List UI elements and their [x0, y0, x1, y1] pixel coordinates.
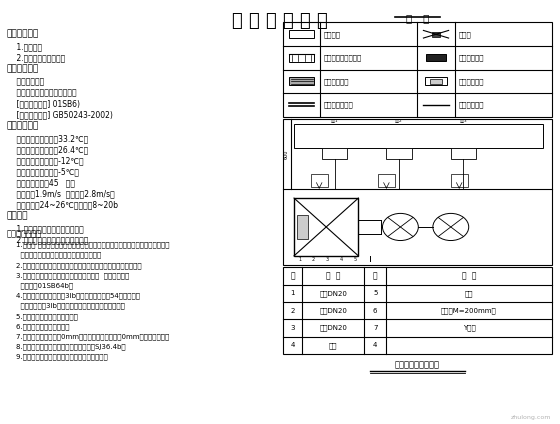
Text: 5: 5 [354, 257, 357, 262]
Text: 空调液总液管: 空调液总液管 [458, 101, 484, 108]
Bar [297, 215, 308, 239]
Text: 5: 5 [373, 290, 377, 296]
Text: 单层百叶风口: 单层百叶风口 [458, 78, 484, 85]
Text: 风口2: 风口2 [395, 118, 403, 122]
Text: 3: 3 [326, 257, 329, 262]
Text: [建筑制图标准] GB50243-2002): [建筑制图标准] GB50243-2002) [7, 110, 113, 119]
Text: [暖通空调图例] 01SB6): [暖通空调图例] 01SB6) [7, 99, 80, 108]
Text: 2: 2 [291, 307, 295, 314]
Bar [283, 119, 552, 265]
Text: 二、设计依据: 二、设计依据 [7, 64, 39, 73]
Text: 2.空调机组所有风管规格，所有支架，水平位移要求，建筑安装。: 2.空调机组所有风管规格，所有支架，水平位移要求，建筑安装。 [7, 262, 141, 269]
Text: 风机盘管安装形式图: 风机盘管安装形式图 [324, 54, 362, 61]
Text: 热管DN20: 热管DN20 [319, 290, 347, 296]
Text: 9.风管道密封处理，建筑安装施工规范，参照。: 9.风管道密封处理，建筑安装施工规范，参照。 [7, 354, 108, 360]
Text: 4: 4 [340, 257, 343, 262]
Text: 热管DN20: 热管DN20 [319, 325, 347, 331]
Text: 1.本工程空调采用节能型空调。: 1.本工程空调采用节能型空调。 [7, 224, 83, 233]
Text: 风口3: 风口3 [460, 118, 467, 122]
Text: 空调供液总体管: 空调供液总体管 [324, 101, 353, 108]
Text: 600: 600 [284, 149, 288, 159]
Text: 3.风管规格，接头，支架安装细部节点做法  参照国标图集: 3.风管规格，接头，支架安装细部节点做法 参照国标图集 [7, 272, 129, 279]
Circle shape [433, 213, 469, 240]
Bar [294, 198, 358, 256]
Text: 2: 2 [312, 257, 315, 262]
Text: 散流器: 散流器 [458, 31, 471, 38]
Bar [386, 148, 412, 159]
Text: 送风速度1.9m/s  回风速度2.8m/s；: 送风速度1.9m/s 回风速度2.8m/s； [7, 189, 114, 198]
Bar [426, 54, 446, 61]
Text: 四、节能: 四、节能 [7, 211, 28, 220]
Text: zhulong.com: zhulong.com [511, 415, 552, 420]
Text: 2.建筑结构形式：框架: 2.建筑结构形式：框架 [7, 53, 65, 62]
Text: 2.本工程所有管道做好隔热保温。: 2.本工程所有管道做好隔热保温。 [7, 235, 88, 244]
Text: 制动: 制动 [329, 342, 338, 349]
Text: 单层百叶风口: 单层百叶风口 [458, 54, 484, 61]
Bar [430, 79, 442, 84]
Text: 设 计 施 工 说 明: 设 计 施 工 说 明 [232, 12, 328, 30]
Text: 4: 4 [291, 342, 295, 349]
Text: 6.风管连接采用法兰连接。: 6.风管连接采用法兰连接。 [7, 323, 69, 330]
Text: 供暖通风与空气调节设计规范: 供暖通风与空气调节设计规范 [7, 88, 76, 97]
Text: 室外计算干球温度：33.2℃；: 室外计算干球温度：33.2℃； [7, 134, 88, 143]
Text: 件: 件 [290, 271, 295, 280]
Text: 空调设计规范: 空调设计规范 [7, 77, 44, 86]
Text: 弯头（M=200mm）: 弯头（M=200mm） [441, 307, 497, 314]
Bar [283, 22, 552, 117]
Text: 弯头: 弯头 [465, 290, 473, 296]
Text: 1: 1 [290, 290, 295, 296]
Text: 5.请建设计师按图纸安装位置。: 5.请建设计师按图纸安装位置。 [7, 313, 78, 320]
Text: 五、施工说明：: 五、施工说明： [7, 229, 41, 238]
Bar [322, 148, 347, 159]
Bar [311, 174, 328, 187]
Text: 4: 4 [373, 342, 377, 349]
Text: 风机盘管: 风机盘管 [324, 31, 341, 38]
Text: 1.本工程 风管规格按施工图，与管道连接处需设软接头，保温材料接触性防火，: 1.本工程 风管规格按施工图，与管道连接处需设软接头，保温材料接触性防火， [7, 242, 169, 248]
Text: Y形端: Y形端 [463, 325, 475, 331]
Bar [289, 78, 314, 85]
Text: 室温控制在24~26℃，噪声值8~20b: 室温控制在24~26℃，噪声值8~20b [7, 200, 118, 209]
Text: 1.工程概述: 1.工程概述 [7, 42, 42, 51]
Text: 室内相对湿度：45   ％；: 室内相对湿度：45 ％； [7, 178, 74, 187]
Bar [289, 31, 314, 38]
Text: 三、设计参数: 三、设计参数 [7, 121, 39, 130]
Text: 3: 3 [290, 325, 295, 331]
Text: 风机盘管安装大样图: 风机盘管安装大样图 [395, 360, 440, 369]
Text: 室内设计干球温度：-12℃；: 室内设计干球温度：-12℃； [7, 156, 83, 165]
Circle shape [382, 213, 418, 240]
Text: 6: 6 [373, 307, 377, 314]
Text: 名  称: 名 称 [326, 271, 340, 280]
Text: 做法参见01SB64b。: 做法参见01SB64b。 [7, 282, 73, 289]
Text: 风口1: 风口1 [331, 118, 338, 122]
Text: 7.消声静压箱采用板厚0mm，消声静压箱采用板厚0mm，其规格按图。: 7.消声静压箱采用板厚0mm，消声静压箱采用板厚0mm，其规格按图。 [7, 333, 169, 340]
Text: 1: 1 [298, 257, 301, 262]
Text: 液层百叶风口: 液层百叶风口 [324, 78, 349, 85]
Text: 8.风管连接采用法兰连接，按照安全规范SJ36.4b。: 8.风管连接采用法兰连接，按照安全规范SJ36.4b。 [7, 343, 125, 350]
Bar [283, 267, 552, 354]
Bar [294, 124, 543, 148]
Text: 4.保温材料的密度不低于3lb，保温材料厚度为54，参见图集: 4.保温材料的密度不低于3lb，保温材料厚度为54，参见图集 [7, 293, 140, 299]
Text: 燃烧性能超过设计燃烧性能，应予以调整。: 燃烧性能超过设计燃烧性能，应予以调整。 [7, 252, 101, 259]
Text: 热管DN20: 热管DN20 [319, 307, 347, 314]
Bar [378, 174, 395, 187]
Bar [451, 148, 476, 159]
Text: 室内设计湿球温度：-5℃；: 室内设计湿球温度：-5℃； [7, 167, 79, 176]
Text: 室外计算湿球温度：26.4℃；: 室外计算湿球温度：26.4℃； [7, 145, 88, 154]
Text: 件: 件 [373, 271, 377, 280]
Text: 图   例: 图 例 [405, 13, 429, 23]
Bar [289, 54, 314, 61]
Text: 保温层不低于3lb，密封处理细部及做法，其他材料。: 保温层不低于3lb，密封处理细部及做法，其他材料。 [7, 303, 124, 310]
Text: 一、工程概况: 一、工程概况 [7, 30, 39, 39]
Text: 名  称: 名 称 [462, 271, 476, 280]
Bar [451, 174, 468, 187]
Bar [432, 32, 440, 36]
Bar [424, 77, 447, 86]
Text: 7: 7 [373, 325, 377, 331]
